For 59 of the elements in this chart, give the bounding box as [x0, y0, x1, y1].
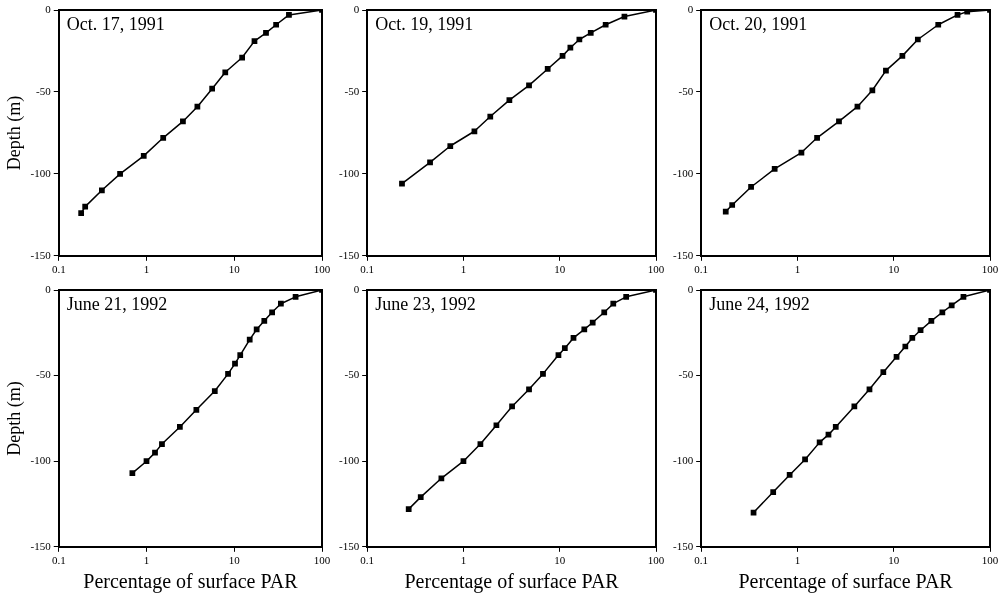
y-tick-label: -150: [30, 248, 52, 261]
chart-title: June 21, 1992: [66, 293, 168, 314]
y-tick-label: 0: [353, 282, 360, 295]
x-tick-label: 10: [888, 263, 900, 276]
x-tick-label: 10: [554, 554, 566, 567]
x-axis-title: Percentage of surface PAR: [83, 570, 299, 594]
x-tick-label: 100: [981, 263, 999, 276]
y-tick-label: -50: [36, 84, 52, 97]
y-tick-label: 0: [45, 282, 52, 295]
x-tick-label: 100: [313, 263, 331, 276]
x-tick-label: 10: [228, 554, 241, 567]
x-tick-label: 0.1: [694, 554, 709, 567]
y-tick-label: -50: [678, 84, 694, 97]
x-tick-label: 10: [888, 554, 900, 567]
y-tick-label: -150: [30, 539, 52, 552]
x-tick-label: 1: [460, 263, 467, 276]
chart-title: June 23, 1992: [375, 293, 476, 314]
x-tick-label: 1: [794, 554, 801, 567]
x-tick-label: 1: [143, 263, 150, 276]
x-tick-label: 0.1: [360, 554, 375, 567]
x-tick-label: 1: [143, 554, 150, 567]
y-tick-label: -50: [344, 368, 360, 381]
y-tick-label: -150: [338, 248, 360, 261]
y-tick-label: -50: [678, 368, 694, 381]
y-tick-label: -100: [672, 166, 694, 179]
y-tick-label: -100: [30, 166, 52, 179]
x-tick-label: 100: [647, 554, 665, 567]
y-tick-label: 0: [687, 282, 694, 295]
x-tick-label: 10: [554, 263, 566, 276]
chart-title: Oct. 20, 1991: [709, 13, 808, 34]
x-tick-label: 100: [647, 263, 665, 276]
chart-title: Oct. 19, 1991: [375, 13, 474, 34]
y-tick-label: -50: [36, 368, 52, 381]
y-tick-label: -100: [338, 454, 360, 467]
x-tick-label: 1: [460, 554, 467, 567]
x-tick-label: 0.1: [360, 263, 375, 276]
y-axis-title: Depth (m): [3, 381, 25, 456]
y-tick-label: -100: [338, 166, 360, 179]
y-tick-label: 0: [45, 2, 52, 15]
x-tick-label: 100: [981, 554, 999, 567]
y-axis-title: Depth (m): [3, 95, 25, 171]
x-tick-label: 1: [794, 263, 801, 276]
y-tick-label: -150: [672, 539, 694, 552]
chart-title: June 24, 1992: [709, 293, 810, 314]
x-tick-label: 10: [228, 263, 241, 276]
chart-title: Oct. 17, 1991: [66, 13, 165, 34]
y-tick-label: -150: [338, 539, 360, 552]
x-tick-label: 100: [313, 554, 331, 567]
y-tick-label: -100: [30, 454, 52, 467]
y-tick-label: 0: [353, 2, 360, 15]
x-axis-title: Percentage of surface PAR: [404, 570, 620, 594]
y-tick-label: 0: [687, 2, 694, 15]
y-tick-label: -100: [672, 454, 694, 467]
y-tick-label: -150: [672, 248, 694, 261]
x-tick-label: 0.1: [694, 263, 709, 276]
x-tick-label: 0.1: [51, 554, 66, 567]
x-tick-label: 0.1: [51, 263, 66, 276]
x-axis-title: Percentage of surface PAR: [738, 570, 954, 594]
y-tick-label: -50: [344, 84, 360, 97]
